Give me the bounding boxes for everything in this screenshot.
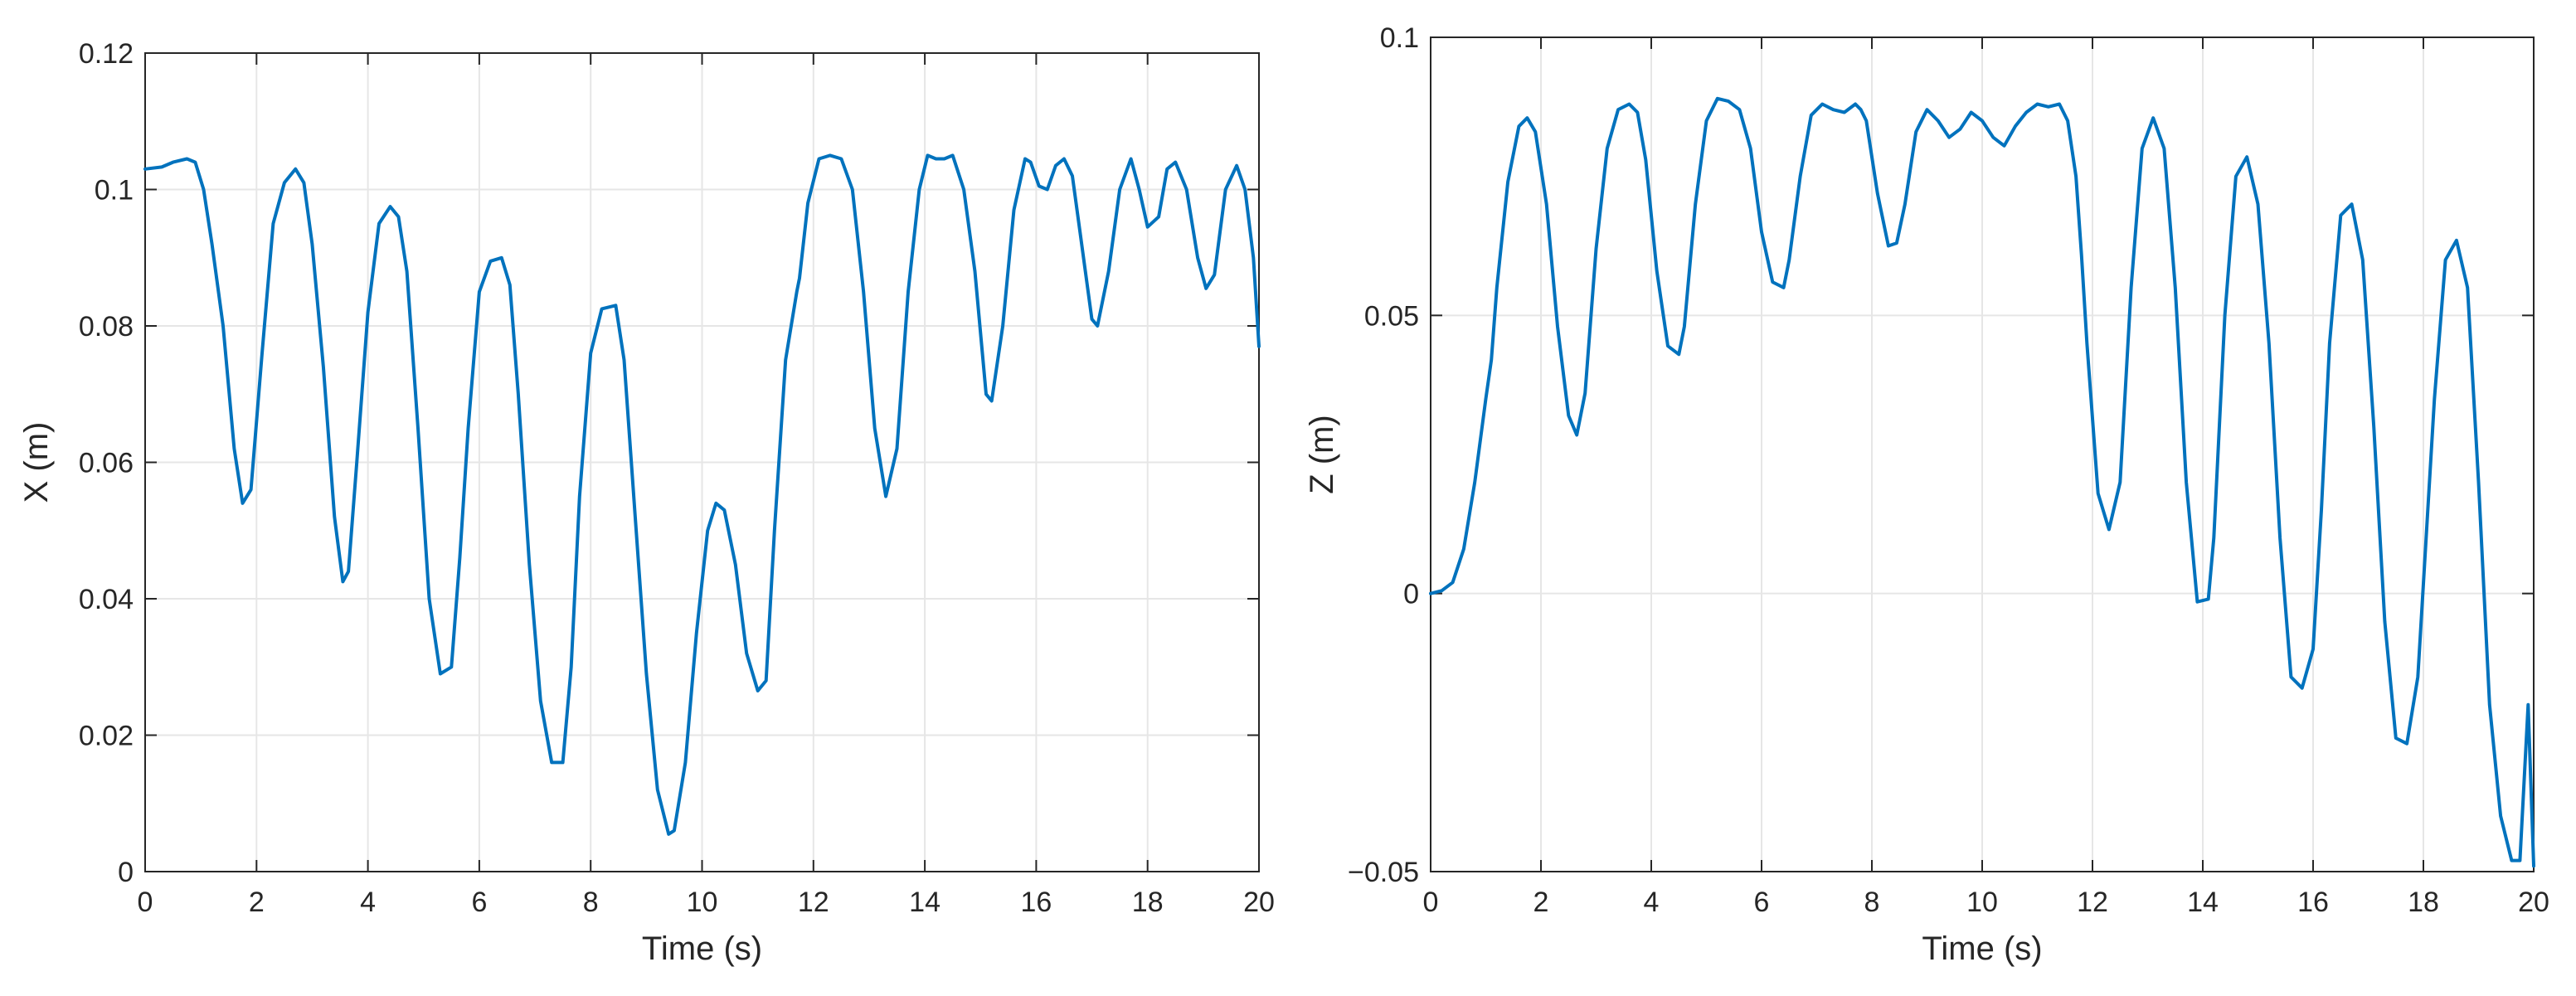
z-chart-series-line <box>1429 96 2535 868</box>
z-chart-xtick-label: 8 <box>1864 887 1880 918</box>
x-chart-xtick-label: 20 <box>1243 887 1275 918</box>
z-chart-xtick-label: 2 <box>1533 887 1549 918</box>
x-chart-xtick-label: 0 <box>138 887 153 918</box>
x-chart-xtick-label: 10 <box>687 887 718 918</box>
x-chart-xtick-label: 12 <box>798 887 829 918</box>
z-chart-xtick-label: 14 <box>2187 887 2219 918</box>
z-chart-xtick-label: 16 <box>2297 887 2329 918</box>
x-chart-xaxis-label: Time (s) <box>642 930 762 967</box>
x-chart-xtick-label: 8 <box>583 887 599 918</box>
x-chart-ticks: 0 2 4 6 8 10 12 14 16 18 20 0 0.02 0.04 0.06 0.08 0.1 0.1… <box>79 38 1275 918</box>
x-chart-ytick-label: 0 <box>118 857 134 888</box>
z-chart-xtick-label: 18 <box>2408 887 2439 918</box>
x-chart-xtick-label: 4 <box>360 887 376 918</box>
z-chart-ytick-label: 0.05 <box>1364 300 1419 332</box>
z-chart-yaxis-label: Z (m) <box>1304 415 1340 494</box>
x-chart-ytick-label: 0.06 <box>79 448 134 479</box>
x-chart-ytick-label: 0.04 <box>79 584 134 615</box>
x-chart-series <box>143 153 1261 836</box>
x-position-chart: 0 2 4 6 8 10 12 14 16 18 20 0 0.02 0.04 0.06 0.08 0.1 0.1… <box>18 38 1275 967</box>
z-chart-series <box>1429 96 2535 868</box>
z-chart-xtick-label: 10 <box>1966 887 1998 918</box>
x-chart-xtick-label: 16 <box>1020 887 1052 918</box>
z-chart-ytick-label: −0.05 <box>1348 857 1419 888</box>
z-chart-ytick-label: 0.1 <box>1380 22 1419 54</box>
x-chart-xtick-label: 18 <box>1132 887 1164 918</box>
z-chart-xtick-label: 6 <box>1754 887 1770 918</box>
x-chart-xtick-label: 14 <box>909 887 940 918</box>
x-chart-ytick-label: 0.1 <box>95 175 134 206</box>
z-chart-xtick-label: 4 <box>1644 887 1660 918</box>
x-chart-yaxis-label: X (m) <box>18 422 55 503</box>
x-chart-xtick-label: 2 <box>249 887 265 918</box>
x-chart-xtick-label: 6 <box>471 887 487 918</box>
z-chart-xaxis-label: Time (s) <box>1922 930 2042 967</box>
x-chart-series-line <box>143 153 1261 836</box>
z-chart-xtick-label: 12 <box>2077 887 2108 918</box>
z-chart-xtick-label: 0 <box>1423 887 1439 918</box>
x-chart-ytick-label: 0.12 <box>79 38 134 70</box>
z-chart-xtick-label: 20 <box>2518 887 2549 918</box>
x-chart-ytick-label: 0.02 <box>79 721 134 752</box>
z-chart-ytick-label: 0 <box>1403 579 1419 610</box>
x-chart-ytick-label: 0.08 <box>79 311 134 343</box>
